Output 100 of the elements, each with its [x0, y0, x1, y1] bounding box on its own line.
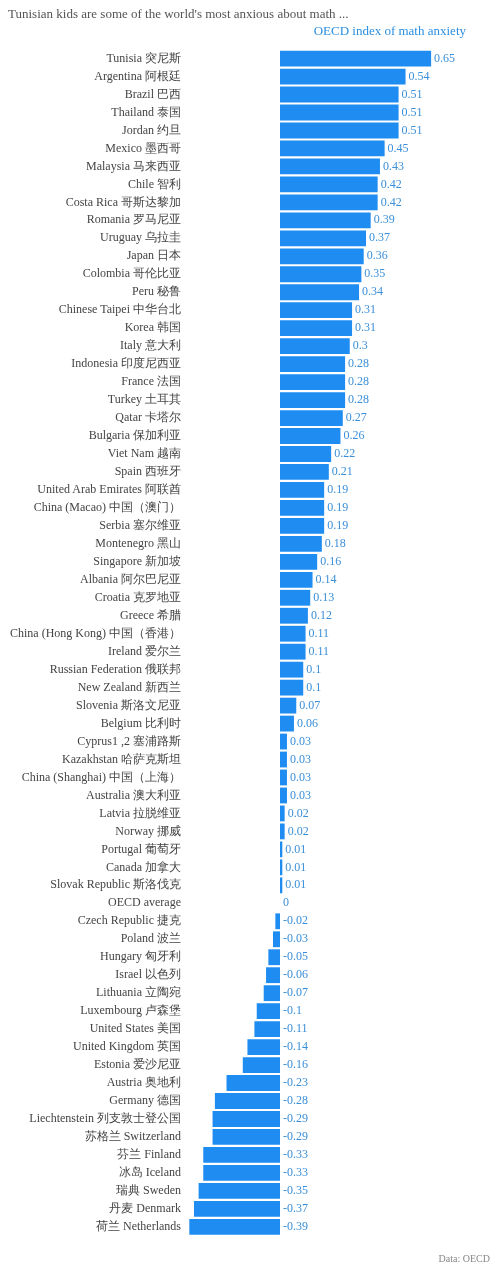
y-tick-label: Chile 智利	[127, 176, 181, 191]
data-label: 0.43	[382, 158, 404, 173]
data-label: 0.11	[308, 625, 330, 640]
data-label: 0.21	[331, 464, 353, 479]
data-label: 0.36	[366, 248, 388, 263]
bar	[242, 1057, 280, 1073]
data-label: 0.19	[327, 518, 349, 533]
y-tick-label: Costa Rica 哥斯达黎加	[65, 194, 181, 209]
bar	[247, 1039, 280, 1055]
data-label: 0.03	[289, 769, 311, 784]
data-label: 0.65	[434, 50, 456, 65]
y-tick-label: Canada 加拿大	[106, 859, 181, 874]
y-tick-label: Italy 意大利	[119, 338, 181, 353]
bar	[279, 589, 311, 606]
y-tick-label: Montenegro 黑山	[95, 536, 181, 551]
y-tick-label: Lithuania 立陶宛	[96, 985, 181, 1000]
y-tick-label: United Arab Emirates 阿联酋	[37, 482, 181, 497]
bar	[279, 338, 350, 355]
y-tick-label: Cyprus1 ,2 塞浦路斯	[77, 733, 181, 748]
bar	[266, 967, 280, 984]
data-label: 0.22	[334, 446, 356, 461]
bar	[279, 356, 346, 373]
y-tick-label: Poland 波兰	[120, 931, 181, 946]
y-tick-label: Mexico 墨西哥	[105, 140, 181, 155]
data-label: 0.45	[387, 140, 409, 155]
y-tick-label: Viet Nam 越南	[107, 446, 181, 461]
data-label: 0.31	[355, 302, 377, 317]
data-label: 0.34	[362, 284, 384, 299]
bar	[279, 679, 304, 696]
y-tick-label: China (Macao) 中国（澳门）	[33, 500, 181, 515]
y-tick-label: Turkey 土耳其	[107, 392, 181, 407]
data-label: -0.11	[282, 1021, 308, 1036]
chart-title: Tunisian kids are some of the world's most anxious about math ...	[7, 5, 350, 23]
y-tick-label: Portugal 葡萄牙	[101, 841, 181, 856]
data-label: 0.16	[320, 553, 342, 568]
data-label: 0.03	[289, 751, 311, 766]
y-tick-label: Indonesia 印度尼西亚	[71, 356, 181, 371]
bar	[279, 392, 346, 408]
data-label: 0.35	[364, 266, 386, 281]
y-tick-label: Thailand 泰国	[111, 104, 181, 119]
bar	[279, 428, 341, 444]
bar	[254, 1021, 280, 1038]
bar	[256, 1003, 280, 1020]
bar	[189, 1218, 280, 1235]
y-tick-label: 苏格兰 Switzerland	[84, 1129, 181, 1144]
bar	[279, 302, 353, 319]
bar	[279, 122, 399, 139]
y-tick-label: Liechtenstein 列支敦士登公国	[29, 1111, 181, 1126]
data-label: -0.16	[282, 1057, 308, 1072]
bar	[279, 374, 346, 390]
y-tick-label: Bulgaria 保加利亚	[88, 428, 181, 443]
data-label: -0.28	[282, 1093, 308, 1108]
data-label: -0.07	[282, 985, 308, 1000]
data-label: 0.28	[348, 374, 370, 389]
bar	[279, 68, 406, 85]
bar	[279, 212, 371, 229]
data-label: 0.28	[348, 392, 370, 407]
bar	[279, 805, 285, 822]
data-label: 0.27	[345, 410, 367, 425]
y-tick-label: Spain 西班牙	[114, 464, 181, 479]
data-label: 0.42	[380, 176, 402, 191]
y-tick-label: China (Shanghai) 中国（上海）	[21, 769, 181, 784]
bar	[279, 535, 322, 552]
data-label: -0.14	[282, 1039, 308, 1054]
y-tick-label: Croatia 克罗地亚	[94, 589, 181, 604]
data-label: -0.02	[282, 913, 308, 928]
data-label: -0.39	[282, 1218, 308, 1233]
y-tick-label: Czech Republic 捷克	[77, 913, 181, 928]
y-tick-label: Jordan 约旦	[121, 122, 181, 137]
bar	[279, 266, 362, 283]
data-label: 0.07	[299, 697, 321, 712]
y-tick-label: Uruguay 乌拉圭	[99, 230, 181, 245]
data-label: 0.26	[343, 428, 365, 443]
y-tick-label: Greece 希腊	[120, 607, 181, 622]
bar	[279, 230, 367, 247]
bar	[212, 1111, 280, 1127]
data-label: 0.18	[324, 536, 346, 551]
data-label: 0.01	[285, 877, 307, 892]
y-tick-label: Israel 以色列	[115, 967, 181, 982]
y-tick-label: Norway 挪威	[115, 823, 181, 838]
bar	[214, 1093, 280, 1109]
y-tick-label: Slovak Republic 斯洛伐克	[50, 877, 181, 892]
data-label: 0.13	[313, 589, 335, 604]
bar	[226, 1075, 280, 1091]
bar	[279, 697, 297, 714]
y-tick-label: Colombia 哥伦比亚	[82, 266, 181, 281]
y-tick-label: Brazil 巴西	[124, 86, 181, 101]
bar	[203, 1164, 280, 1181]
bar	[279, 140, 385, 157]
y-tick-label: 冰岛 Iceland	[118, 1165, 181, 1180]
data-label: -0.23	[282, 1075, 308, 1090]
data-label: 0.1	[306, 679, 322, 694]
y-tick-label: Slovenia 斯洛文尼亚	[75, 697, 181, 712]
bar	[198, 1182, 280, 1199]
y-tick-label: Australia 澳大利亚	[85, 787, 181, 802]
y-tick-label: Serbia 塞尔维亚	[99, 518, 181, 533]
data-label: 0.19	[327, 482, 349, 497]
data-label: 0.11	[308, 643, 330, 658]
y-tick-label: Japan 日本	[126, 248, 181, 263]
y-tick-label: Estonia 爱沙尼亚	[93, 1057, 181, 1072]
